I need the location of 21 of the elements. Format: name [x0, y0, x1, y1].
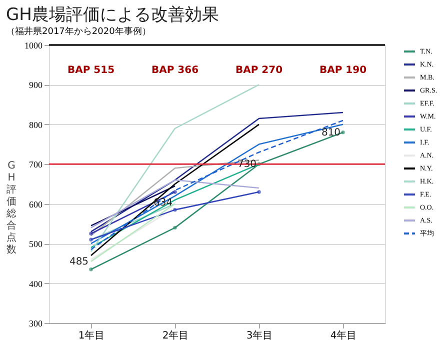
x-tick-label: 3年目	[246, 330, 273, 342]
y-tick-label: 500	[29, 239, 43, 250]
annotation: BAP 366	[151, 65, 199, 76]
annotation: BAP 515	[67, 65, 115, 76]
annotation: 485	[69, 256, 89, 268]
y-tick-label: 900	[29, 80, 43, 90]
y-tick-label: 600	[29, 199, 43, 210]
x-tick-label: 2年目	[162, 330, 189, 342]
annotation: BAP 270	[235, 65, 283, 76]
annotation: BAP 190	[319, 65, 367, 76]
y-tick-label: 300	[29, 318, 43, 328]
y-axis-title: GH評価総合点数	[6, 160, 16, 256]
annotation: 810	[321, 127, 341, 138]
chart-subtitle: （福井県2017年から2020年事例）	[6, 26, 151, 37]
y-tick-label: 1000	[24, 40, 43, 50]
x-tick-label: 4年目	[330, 330, 357, 342]
y-tick-label: 700	[29, 160, 43, 170]
y-tick-label: 400	[29, 278, 43, 289]
x-tick-label: 1年目	[78, 330, 105, 342]
y-tick-label: 800	[29, 120, 43, 130]
chart-title: GH農場評価による改善効果	[6, 5, 219, 25]
